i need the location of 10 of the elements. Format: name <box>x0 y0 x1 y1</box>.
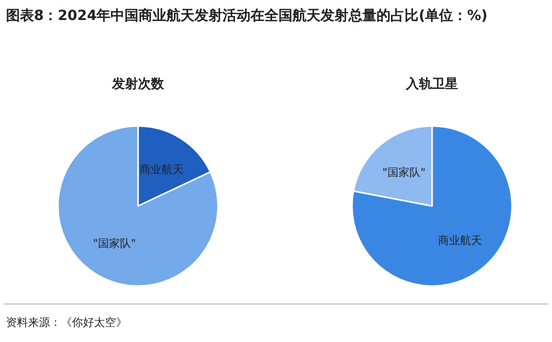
text: 资料来源：《你好太空》 <box>6 316 127 329</box>
slice-label: "国家队" <box>92 237 136 250</box>
chart-title: 发射次数 <box>111 77 165 92</box>
slice-label: 商业航天 <box>140 162 184 176</box>
pie-slice <box>351 125 513 287</box>
chart-title: 入轨卫星 <box>405 76 458 92</box>
slice-label: 商业航天 <box>438 234 482 247</box>
slice-label: "国家队" <box>382 166 426 180</box>
pie-slice <box>57 125 219 287</box>
text: 图表8：2024年中国商业航天发射活动在全国航天发射总量的占比(单位：%) <box>6 7 488 24</box>
